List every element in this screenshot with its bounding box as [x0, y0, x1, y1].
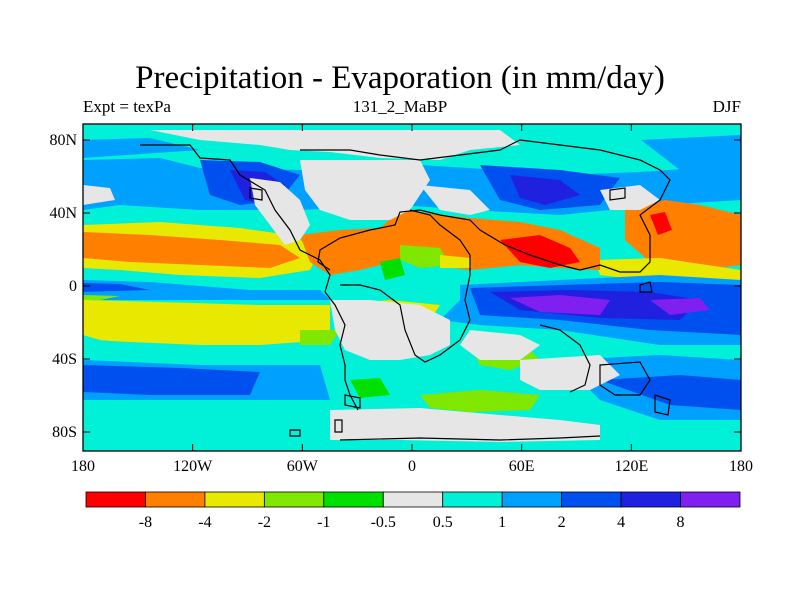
y-tick-label: 80N [49, 132, 77, 149]
colorbar-swatch [680, 491, 741, 508]
plot-title: Precipitation - Evaporation (in mm/day) [135, 60, 665, 96]
colorbar-label: 8 [677, 514, 685, 531]
x-tick-label: 180 [729, 458, 753, 475]
x-tick-label: 120E [614, 458, 648, 475]
x-tick-label: 60W [287, 458, 319, 475]
colorbar-swatch [263, 491, 325, 508]
colorbar-label: 2 [558, 514, 566, 531]
colorbar: -8 -4 -2 -1 -0.5 0.5 1 2 4 8 [85, 491, 741, 531]
colorbar-swatch [204, 491, 265, 508]
y-axis: 80N 40N 0 40S 80S [49, 132, 741, 441]
colorbar-swatch [323, 491, 384, 508]
colorbar-label: 1 [498, 514, 506, 531]
colorbar-swatch [85, 491, 146, 508]
colorbar-swatch [620, 491, 681, 508]
colorbar-swatch [145, 491, 206, 508]
x-tick-label: 180 [71, 458, 95, 475]
x-tick-label: 120W [173, 458, 213, 475]
field-map [83, 124, 741, 451]
y-tick-label: 80S [52, 424, 77, 441]
coastlines [140, 139, 671, 441]
x-axis: 180 120W 60W 0 60E 120E 180 [71, 124, 753, 475]
y-tick-label: 0 [69, 278, 77, 295]
colorbar-label: -2 [258, 514, 271, 531]
experiment-label: Expt = texPa [83, 97, 171, 116]
colorbar-swatch [501, 491, 563, 508]
x-tick-label: 60E [509, 458, 535, 475]
season-label: DJF [712, 97, 741, 116]
y-tick-label: 40N [49, 205, 77, 222]
colorbar-label: -8 [139, 514, 152, 531]
colorbar-swatch [442, 491, 503, 508]
age-label: 131_2_MaBP [352, 97, 448, 116]
colorbar-swatch [382, 491, 444, 508]
colorbar-label: -0.5 [371, 514, 396, 531]
colorbar-label: 4 [617, 514, 625, 531]
colorbar-label: 0.5 [433, 514, 453, 531]
x-tick-label: 0 [408, 458, 416, 475]
colorbar-label: -4 [198, 514, 211, 531]
colorbar-label: -1 [317, 514, 330, 531]
y-tick-label: 40S [52, 351, 77, 368]
colorbar-swatch [561, 491, 622, 508]
